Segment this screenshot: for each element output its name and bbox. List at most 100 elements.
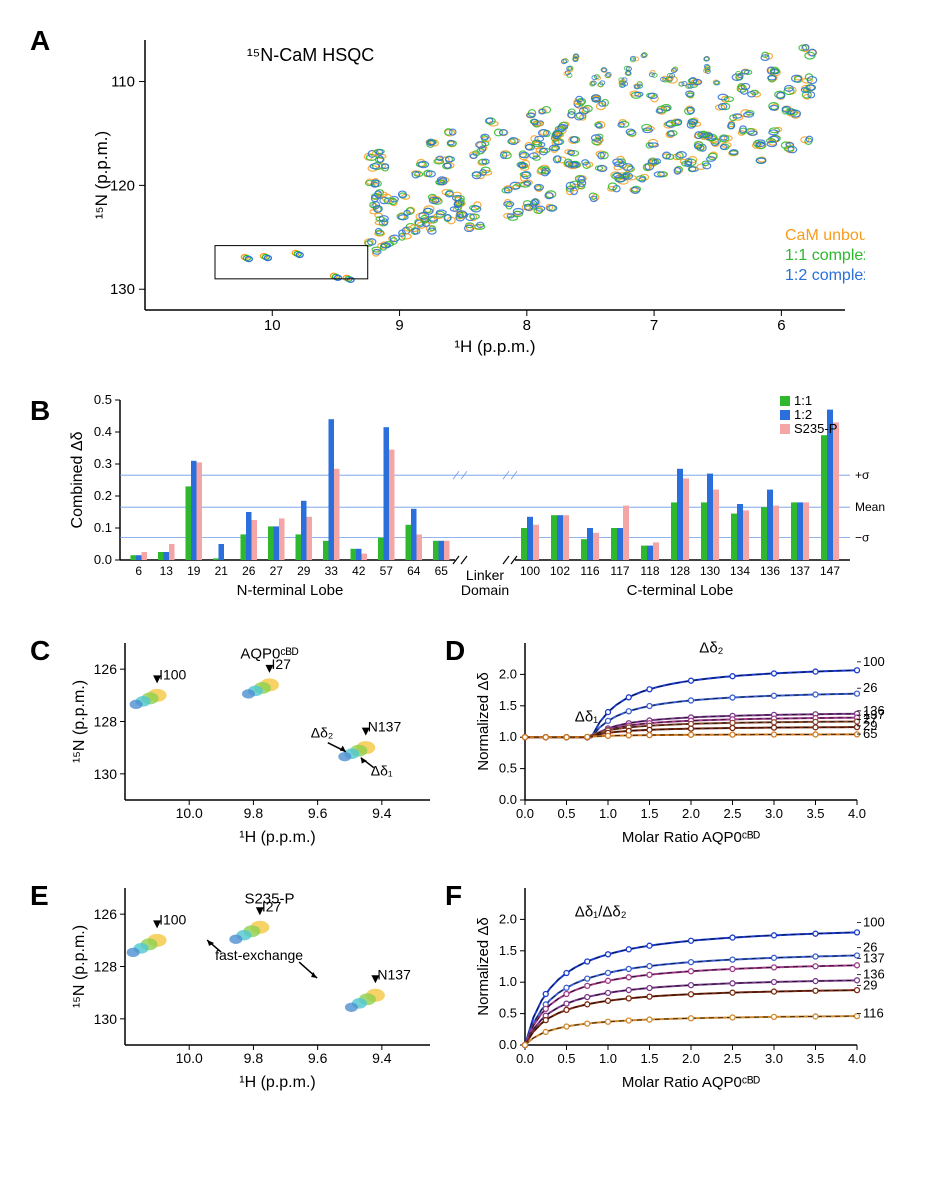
svg-text:2.5: 2.5 (723, 1051, 741, 1066)
svg-text:33: 33 (325, 564, 339, 578)
svg-text:130: 130 (110, 281, 135, 298)
svg-text:9: 9 (395, 317, 403, 334)
svg-text:0.0: 0.0 (94, 552, 112, 567)
svg-text:3.5: 3.5 (806, 806, 824, 821)
svg-text:120: 120 (110, 177, 135, 194)
svg-text:0.0: 0.0 (516, 806, 534, 821)
svg-text:Δδ₂: Δδ₂ (311, 725, 334, 741)
svg-text:26: 26 (863, 680, 877, 695)
svg-text:147: 147 (820, 564, 840, 578)
svg-text:117: 117 (610, 564, 629, 578)
svg-text:21: 21 (215, 564, 229, 578)
svg-text:S235-P: S235-P (794, 421, 837, 436)
svg-text:N-terminal Lobe: N-terminal Lobe (237, 582, 344, 599)
svg-text:0.5: 0.5 (557, 806, 575, 821)
svg-text:0.5: 0.5 (94, 395, 112, 407)
svg-text:10.0: 10.0 (176, 1050, 203, 1066)
svg-text:2.0: 2.0 (682, 806, 700, 821)
svg-text:116: 116 (580, 564, 599, 578)
svg-text:13: 13 (160, 564, 174, 578)
panel-A: 109876110120130¹H (p.p.m.)¹⁵N (p.p.m.)¹⁵… (95, 30, 865, 360)
panel-D: 0.00.51.01.52.02.53.03.54.00.00.51.01.52… (475, 635, 905, 850)
svg-text:0.4: 0.4 (94, 424, 112, 439)
svg-text:65: 65 (435, 564, 449, 578)
panel-B: 0.00.10.20.30.40.5Combined Δδ+σMean−σ613… (70, 395, 905, 615)
svg-text:0.0: 0.0 (499, 1037, 517, 1052)
svg-text:1.0: 1.0 (499, 974, 517, 989)
svg-text:0.5: 0.5 (499, 1006, 517, 1021)
svg-text:Normalized Δδ: Normalized Δδ (475, 672, 492, 770)
panel-label-B: B (30, 395, 50, 427)
svg-text:Molar Ratio AQP0ᶜᴮᴰ: Molar Ratio AQP0ᶜᴮᴰ (622, 1074, 761, 1091)
svg-text:¹H (p.p.m.): ¹H (p.p.m.) (239, 829, 315, 846)
svg-text:3.5: 3.5 (806, 1051, 824, 1066)
svg-text:130: 130 (700, 564, 720, 578)
svg-text:¹⁵N-CaM HSQC: ¹⁵N-CaM HSQC (247, 45, 374, 65)
svg-text:Δδ₁/Δδ₂: Δδ₁/Δδ₂ (575, 903, 627, 920)
svg-text:¹⁵N (p.p.m.): ¹⁵N (p.p.m.) (71, 925, 88, 1008)
svg-text:1:2 complex: 1:2 complex (785, 267, 865, 284)
svg-text:130: 130 (94, 1011, 118, 1027)
svg-text:9.4: 9.4 (372, 805, 392, 821)
panel-label-C: C (30, 635, 50, 667)
svg-text:1.5: 1.5 (499, 698, 517, 713)
svg-text:0.0: 0.0 (499, 792, 517, 807)
panel-label-F: F (445, 880, 462, 912)
svg-text:2.5: 2.5 (723, 806, 741, 821)
svg-text:10: 10 (264, 317, 281, 334)
svg-text:4.0: 4.0 (848, 1051, 866, 1066)
svg-text:0.0: 0.0 (516, 1051, 534, 1066)
svg-text:I100: I100 (159, 666, 186, 682)
panel-label-E: E (30, 880, 49, 912)
panel-label-A: A (30, 25, 50, 57)
svg-text:N137: N137 (368, 719, 402, 735)
svg-text:1.5: 1.5 (640, 1051, 658, 1066)
svg-text:Δδ₁: Δδ₁ (575, 709, 598, 726)
svg-text:C-terminal Lobe: C-terminal Lobe (627, 582, 734, 599)
svg-text:I27: I27 (271, 656, 291, 672)
svg-text:2.0: 2.0 (682, 1051, 700, 1066)
svg-text:10.0: 10.0 (176, 805, 203, 821)
svg-text:N137: N137 (377, 966, 411, 982)
svg-text:27: 27 (270, 564, 284, 578)
svg-text:126: 126 (94, 906, 118, 922)
svg-text:6: 6 (777, 317, 785, 334)
svg-text:9.6: 9.6 (308, 805, 328, 821)
svg-text:8: 8 (523, 317, 531, 334)
svg-text:1.0: 1.0 (499, 729, 517, 744)
svg-text:65: 65 (863, 726, 877, 741)
svg-text:2.0: 2.0 (499, 666, 517, 681)
svg-text:4.0: 4.0 (848, 806, 866, 821)
svg-text:−σ: −σ (855, 531, 870, 545)
svg-text:1.0: 1.0 (599, 806, 617, 821)
svg-text:9.8: 9.8 (244, 805, 264, 821)
svg-text:I27: I27 (262, 898, 282, 914)
svg-text:Mean: Mean (855, 500, 885, 514)
svg-text:¹H (p.p.m.): ¹H (p.p.m.) (454, 337, 535, 356)
svg-text:64: 64 (407, 564, 421, 578)
svg-text:137: 137 (863, 950, 885, 965)
svg-text:0.2: 0.2 (94, 488, 112, 503)
svg-text:1.0: 1.0 (599, 1051, 617, 1066)
svg-text:29: 29 (863, 977, 877, 992)
svg-text:128: 128 (670, 564, 690, 578)
svg-text:3.0: 3.0 (765, 1051, 783, 1066)
svg-text:9.4: 9.4 (372, 1050, 392, 1066)
svg-text:0.5: 0.5 (557, 1051, 575, 1066)
svg-text:I100: I100 (159, 911, 186, 927)
svg-text:130: 130 (94, 766, 118, 782)
panel-label-D: D (445, 635, 465, 667)
svg-text:9.8: 9.8 (244, 1050, 264, 1066)
svg-text:6: 6 (135, 564, 142, 578)
svg-text:126: 126 (94, 661, 118, 677)
svg-text:Normalized Δδ: Normalized Δδ (475, 917, 492, 1015)
svg-text:136: 136 (760, 564, 780, 578)
svg-text:128: 128 (94, 714, 118, 730)
svg-text:¹⁵N (p.p.m.): ¹⁵N (p.p.m.) (95, 131, 111, 219)
svg-text:19: 19 (187, 564, 201, 578)
svg-text:29: 29 (297, 564, 311, 578)
svg-text:Δδ₁: Δδ₁ (371, 763, 393, 779)
svg-text:7: 7 (650, 317, 658, 334)
svg-text:fast-exchange: fast-exchange (215, 947, 303, 963)
svg-text:¹H (p.p.m.): ¹H (p.p.m.) (239, 1074, 315, 1091)
